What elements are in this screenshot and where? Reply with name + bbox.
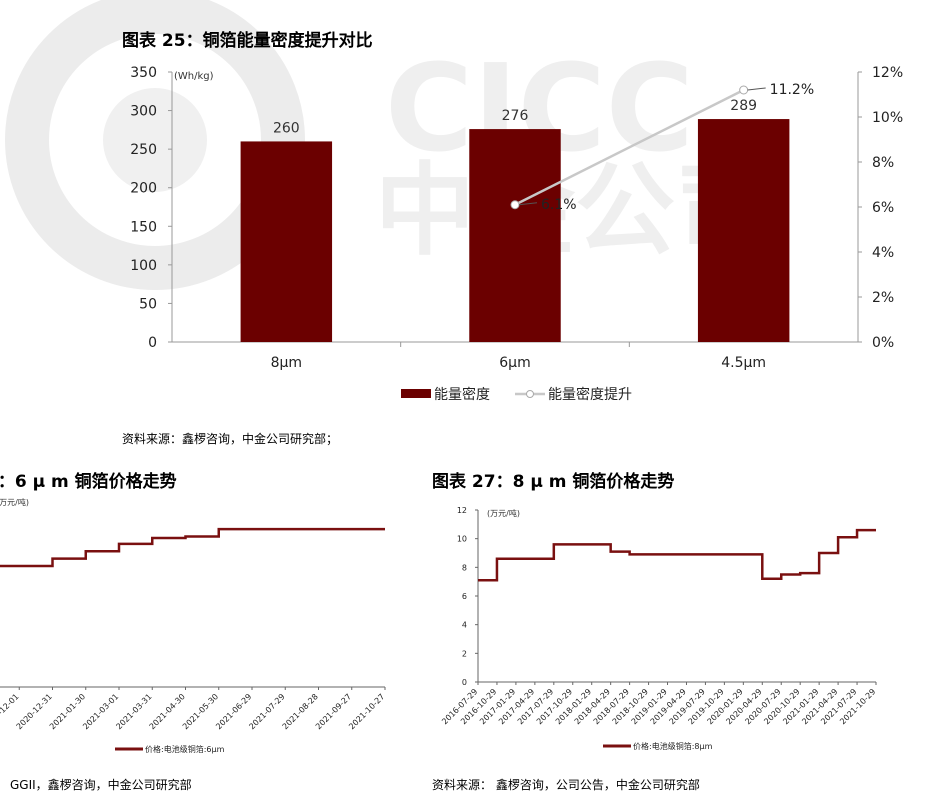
top-bar: [469, 129, 561, 342]
watermark-logo-core: [103, 88, 207, 192]
left-line-series: [0, 527, 385, 568]
top-chart-source: 资料来源：鑫椤咨询，中金公司研究部；: [122, 432, 339, 446]
top-chart: 0 50 100 150 200 250 300 350 0% 2% 4% 6% 8% 10% 12% (Wh…: [130, 65, 903, 403]
top-legend-line-label: 能量密度提升: [548, 386, 632, 403]
top-right-tick-label: 12%: [872, 65, 903, 81]
top-line-label: 11.2%: [770, 82, 814, 98]
right-y-tick-label: 4: [462, 621, 467, 630]
left-chart-source: GGII，鑫椤咨询，中金公司研究部: [10, 778, 192, 792]
top-left-tick-label: 350: [130, 65, 157, 81]
top-left-tick-label: 150: [130, 219, 157, 235]
right-y-tick-label: 0: [462, 678, 467, 687]
right-y-unit: (万元/吨): [487, 508, 520, 518]
right-y-tick-label: 12: [457, 506, 467, 515]
top-line-leader: [747, 87, 766, 91]
top-line-point: [510, 200, 520, 210]
top-y-unit: (Wh/kg): [174, 71, 214, 82]
right-legend-label: 价格:电池级铜箔:8μm: [633, 741, 713, 751]
right-line-series: [478, 528, 876, 582]
top-bar-label: 260: [273, 120, 300, 136]
top-left-tick-label: 300: [130, 104, 157, 120]
top-left-tick-label: 0: [148, 335, 157, 351]
top-right-tick-label: 0%: [872, 335, 894, 351]
left-legend-label: 价格:电池级铜箔:6μm: [145, 744, 225, 754]
right-chart-source: 资料来源： 鑫椤咨询，公司公告，中金公司研究部: [432, 778, 700, 792]
top-line-label: 6.1%: [541, 197, 577, 213]
right-y-tick-label: 2: [462, 649, 467, 658]
top-bar: [240, 141, 333, 342]
watermark-logo-ring: [5, 0, 305, 290]
top-left-tick-label: 50: [139, 296, 157, 312]
top-right-tick-label: 2%: [872, 290, 894, 306]
top-x-tick-label: 6μm: [499, 355, 530, 371]
top-right-tick-label: 4%: [872, 245, 894, 261]
top-legend-bar-swatch: [401, 389, 431, 398]
top-x-tick-label: 4.5μm: [721, 355, 766, 371]
top-line-series: [514, 88, 745, 206]
top-chart-title: 图表 25：铜箔能量密度提升对比: [122, 31, 373, 51]
right-chart-title: 图表 27：8 μ m 铜箔价格走势: [432, 472, 675, 492]
top-line-point: [739, 85, 749, 95]
top-x-tick-label: 8μm: [271, 355, 302, 371]
right-y-tick-label: 10: [457, 535, 467, 544]
right-y-tick-label: 6: [462, 592, 467, 601]
top-left-tick-label: 200: [130, 181, 157, 197]
top-left-tick-label: 250: [130, 142, 157, 158]
top-right-tick-label: 6%: [872, 200, 894, 216]
top-legend-bar-label: 能量密度: [434, 386, 490, 403]
top-right-tick-label: 10%: [872, 110, 903, 126]
top-left-tick-label: 100: [130, 258, 157, 274]
top-bar-label: 276: [502, 108, 529, 124]
top-bar: [697, 119, 790, 342]
left-y-unit: (万元/吨): [0, 497, 29, 507]
top-right-tick-label: 8%: [872, 155, 894, 171]
top-bar-label: 289: [730, 98, 757, 114]
top-legend-line-marker: [526, 390, 534, 398]
left-chart-title: 6：6 μ m 铜箔价格走势: [0, 472, 177, 492]
top-line-leader: [518, 202, 538, 206]
right-y-tick-label: 8: [462, 563, 467, 572]
left-x-tick-label: 2021-10-27: [347, 692, 386, 731]
left-chart: (万元/吨)2020-11-012020-12-012020-12-312021…: [0, 497, 386, 754]
